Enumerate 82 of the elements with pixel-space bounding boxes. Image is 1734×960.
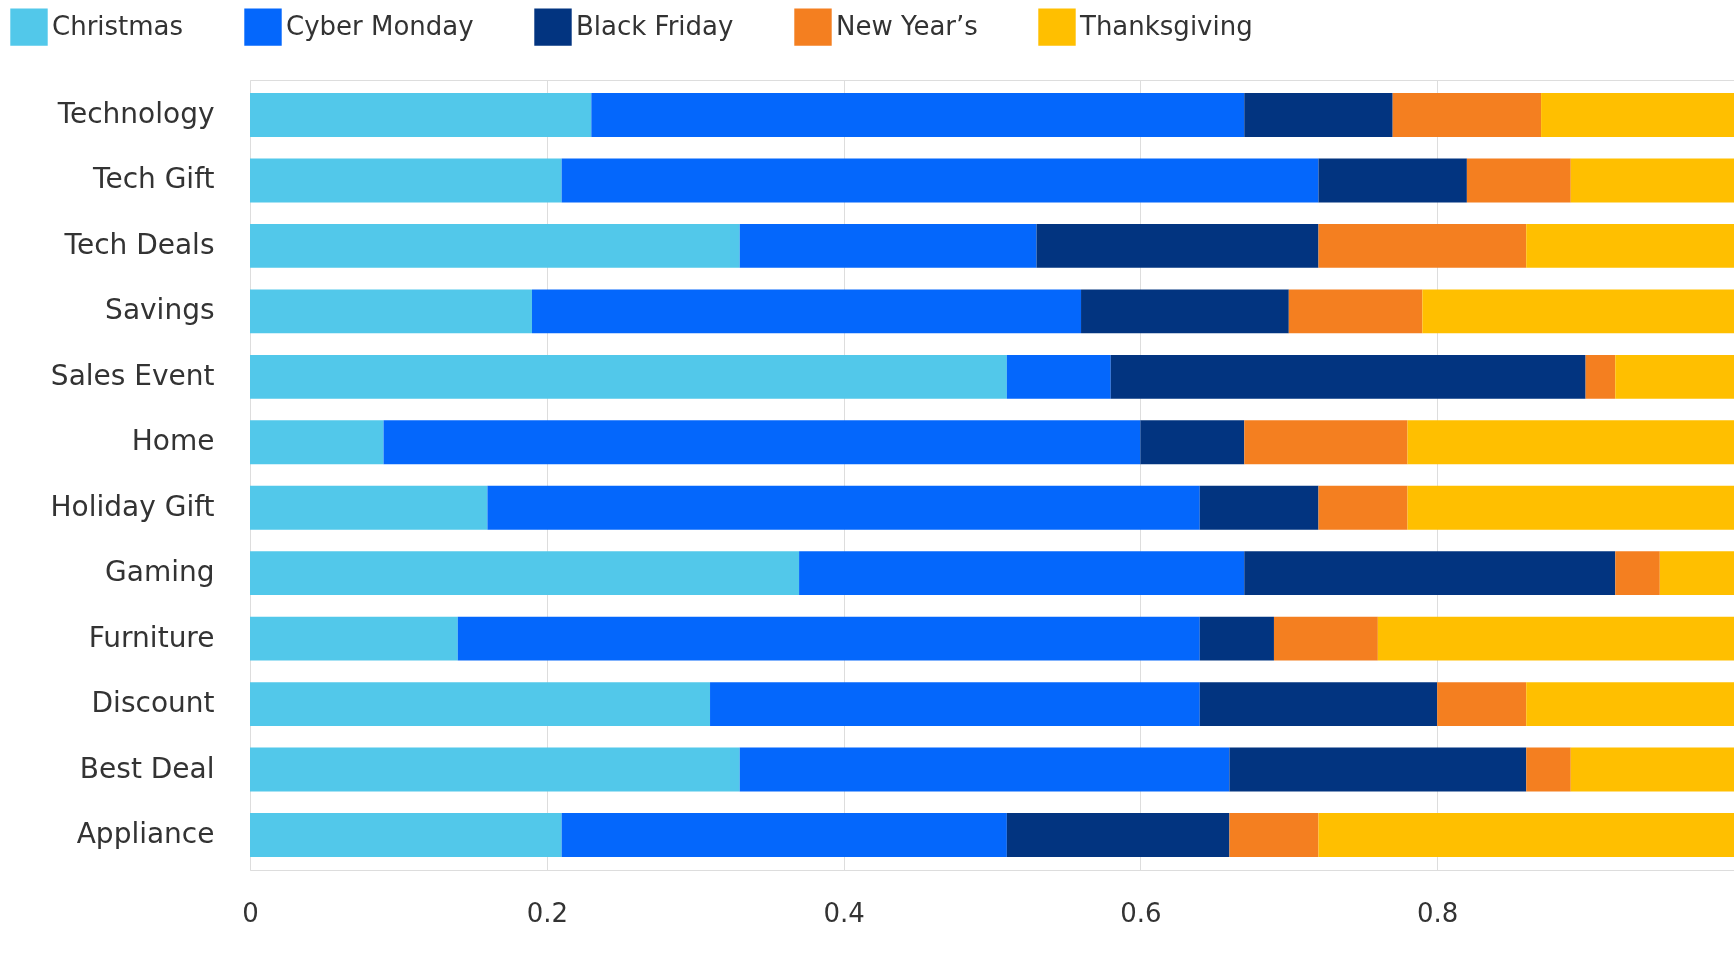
bar [250,289,532,334]
bar [1318,485,1408,530]
bar [1585,354,1616,399]
bar [1437,682,1527,727]
bar [710,682,1200,727]
legend-label: Black Friday [576,11,734,42]
bar [1466,158,1571,203]
bar [739,747,1230,792]
bar [1318,158,1467,203]
bar [591,93,1245,137]
bar [1407,485,1734,530]
bar [1407,420,1734,465]
x-tick-label: 0.2 [526,897,568,928]
bar [1244,551,1616,596]
bar [1081,289,1289,334]
bar [1006,354,1111,399]
y-tick-label: Holiday Gift [50,489,215,523]
x-tick-label: 0.8 [1417,897,1459,928]
bar [1199,616,1274,661]
bar [1244,93,1393,137]
bar [457,616,1200,661]
bar [1570,747,1734,792]
bar [561,158,1319,203]
y-tick-label: Discount [91,686,215,720]
bar [561,813,1007,857]
y-tick-label: Savings [105,293,215,327]
x-tick-label: 0.6 [1120,897,1162,928]
x-tick-label: 0 [242,897,259,928]
bar [250,551,800,596]
bar [1199,485,1319,530]
legend-label: Cyber Monday [286,11,474,42]
bar [1615,551,1660,596]
bar [250,616,458,661]
legend-label: Christmas [52,11,184,42]
legend-label: Thanksgiving [1079,11,1253,42]
y-tick-label: Technology [56,97,215,131]
bar [1526,682,1734,727]
bar [250,420,384,465]
y-tick-label: Furniture [88,620,215,654]
bar [487,485,1200,530]
bar [250,93,592,137]
bar [1377,616,1734,661]
bar [1288,289,1423,334]
bar [250,747,740,792]
bar [1318,813,1734,857]
bar [1273,616,1378,661]
x-tick-label: 0.4 [823,897,865,928]
bar [799,551,1245,596]
bar [1526,747,1571,792]
bar [1318,223,1527,268]
bar [1006,813,1230,857]
bar [1229,813,1319,857]
bar [250,813,562,857]
y-tick-label: Home [131,424,215,458]
bar [1392,93,1542,137]
y-tick-label: Tech Deals [63,227,215,261]
bar [531,289,1082,334]
y-tick-label: Appliance [76,816,215,850]
legend-label: New Year’s [836,11,978,42]
bar [1199,682,1438,727]
bar [1036,223,1319,268]
bar [1244,420,1408,465]
bar [250,158,562,203]
y-tick-label: Tech Gift [92,162,215,196]
bar [1229,747,1527,792]
y-tick-label: Gaming [105,555,215,589]
bar [739,223,1037,268]
bar [1659,551,1734,596]
bar [1526,223,1734,268]
y-tick-label: Sales Event [50,358,215,392]
bar [1615,354,1734,399]
y-tick-label: Best Deal [79,751,215,785]
bar [250,682,711,727]
bar [250,485,488,530]
bar [1570,158,1734,203]
bar [1541,93,1734,137]
bar [1110,354,1586,399]
bar [383,420,1141,465]
bar [1422,289,1734,334]
bar [250,354,1007,399]
bar [1140,420,1245,465]
bar [250,223,740,268]
